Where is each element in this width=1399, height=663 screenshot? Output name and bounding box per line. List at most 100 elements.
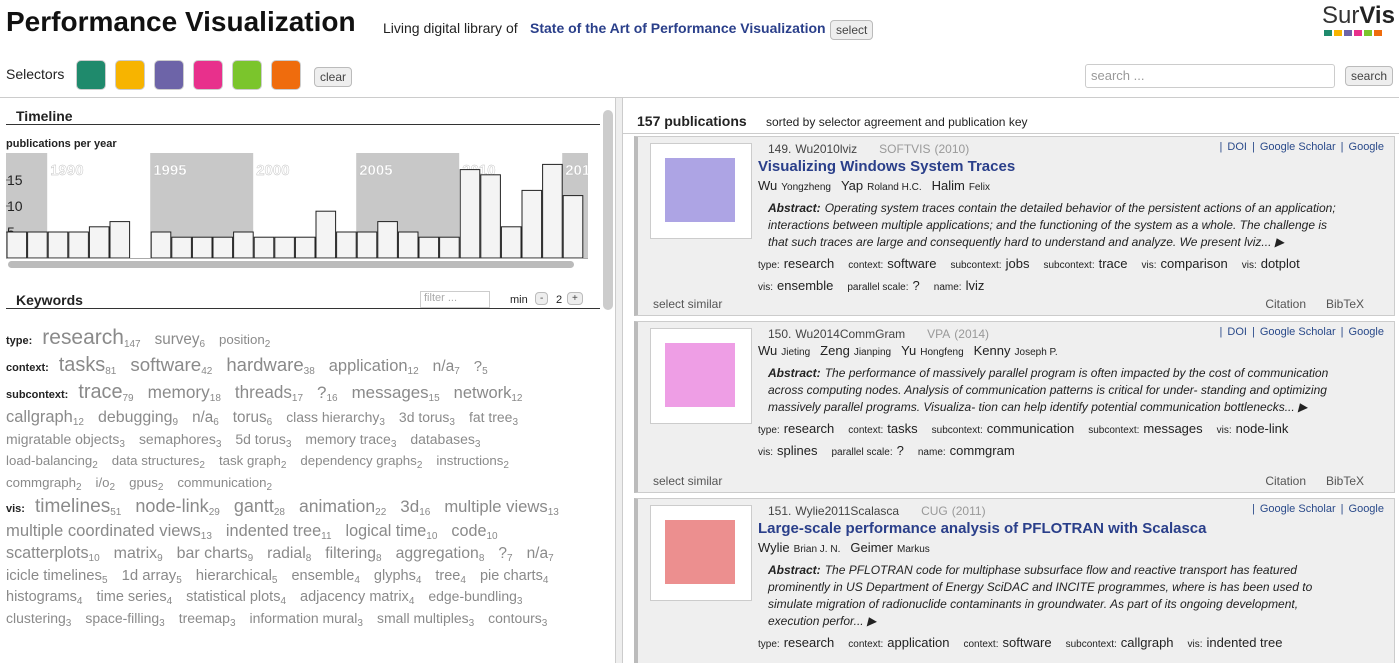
keyword[interactable]: multiple views13 — [444, 496, 559, 520]
keyword[interactable]: ?5 — [474, 357, 488, 379]
keyword[interactable]: edge-bundling3 — [428, 587, 522, 609]
keyword[interactable]: debugging9 — [98, 407, 178, 430]
keyword[interactable]: 3d16 — [400, 496, 430, 520]
keywords-heading[interactable]: Keywords — [6, 292, 600, 309]
selector-swatch[interactable] — [154, 60, 184, 90]
tag[interactable]: name: lviz — [934, 276, 985, 298]
keyword[interactable]: aggregation8 — [396, 543, 485, 566]
keyword[interactable]: space-filling3 — [85, 609, 164, 631]
keyword[interactable]: 5d torus3 — [235, 430, 291, 452]
tag[interactable]: parallel scale:? — [847, 276, 919, 298]
keyword[interactable]: 1d array5 — [122, 566, 182, 588]
keyword[interactable]: threads17 — [235, 381, 303, 406]
selector-swatch[interactable] — [76, 60, 106, 90]
keyword[interactable]: code10 — [451, 521, 497, 544]
keyword[interactable]: information mural3 — [250, 609, 363, 631]
keyword[interactable]: migratable objects3 — [6, 430, 125, 452]
keyword-filter[interactable]: filter ... — [420, 291, 490, 308]
link[interactable]: Google — [1348, 141, 1384, 153]
min-plus[interactable]: + — [567, 292, 583, 305]
keyword[interactable]: hardware38 — [226, 352, 314, 379]
tag[interactable]: type: research — [758, 633, 834, 655]
tag[interactable]: subcontext: jobs — [950, 254, 1029, 276]
keyword[interactable]: tasks81 — [59, 352, 117, 379]
bibtex[interactable]: BibTeX — [1325, 474, 1364, 488]
tag[interactable]: context: tasks — [848, 419, 917, 441]
keyword[interactable]: gantt28 — [234, 494, 285, 520]
keyword[interactable]: network12 — [454, 382, 523, 406]
link[interactable]: Google Scholar — [1259, 326, 1336, 338]
keyword[interactable]: treemap3 — [179, 609, 236, 631]
tag[interactable]: subcontext: messages — [1088, 419, 1202, 441]
keyword[interactable]: survey6 — [155, 330, 205, 352]
keyword[interactable]: research147 — [42, 324, 140, 352]
tag[interactable]: context: application — [848, 633, 949, 655]
link[interactable]: Google — [1348, 326, 1384, 338]
keyword[interactable]: torus6 — [233, 408, 272, 430]
keyword[interactable]: radial8 — [267, 543, 311, 566]
tag[interactable]: vis: ensemble — [758, 276, 833, 298]
keyword[interactable]: position2 — [219, 331, 270, 352]
keyword[interactable]: n/a7 — [527, 544, 554, 566]
keyword[interactable]: load-balancing2 — [6, 452, 98, 473]
tag[interactable]: vis: splines — [758, 441, 817, 463]
keyword[interactable]: 3d torus3 — [399, 408, 455, 430]
keyword[interactable]: dependency graphs2 — [300, 452, 422, 473]
keyword[interactable]: n/a7 — [433, 357, 460, 379]
keyword[interactable]: glyphs4 — [374, 567, 421, 588]
tag[interactable]: subcontext: communication — [932, 419, 1075, 441]
keyword[interactable]: adjacency matrix4 — [300, 588, 414, 609]
keyword[interactable]: software42 — [130, 352, 212, 379]
keyword[interactable]: matrix9 — [114, 543, 163, 566]
select-button[interactable]: select — [830, 20, 874, 40]
search-input[interactable]: search ... — [1085, 64, 1335, 88]
keyword[interactable]: scatterplots10 — [6, 543, 100, 566]
tag[interactable]: vis: indented tree — [1188, 633, 1283, 655]
keyword[interactable]: multiple coordinated views13 — [6, 520, 212, 544]
keyword[interactable]: time series4 — [96, 588, 172, 609]
tag[interactable]: type: research — [758, 419, 834, 441]
search-button[interactable]: search — [1345, 66, 1394, 86]
tag[interactable]: vis: dotplot — [1242, 254, 1300, 276]
link[interactable]: Google Scholar — [1259, 141, 1336, 153]
keyword[interactable]: communication2 — [177, 474, 272, 495]
keyword[interactable]: instructions2 — [436, 452, 509, 473]
tag[interactable]: parallel scale:? — [831, 441, 903, 463]
keyword[interactable]: n/a6 — [192, 408, 219, 430]
citation[interactable]: Citation — [1265, 297, 1306, 311]
tag[interactable]: name: commgram — [918, 441, 1015, 463]
keyword[interactable]: bar charts9 — [177, 543, 254, 566]
tag[interactable]: context: software — [848, 254, 936, 276]
library-name[interactable]: State of the Art of Performance Visualiz… — [530, 20, 826, 36]
keyword[interactable]: node-link29 — [135, 494, 219, 520]
link[interactable]: DOI — [1227, 141, 1247, 153]
tag[interactable]: subcontext: trace — [1043, 254, 1127, 276]
tag[interactable]: vis: comparison — [1142, 254, 1228, 276]
keyword[interactable]: ?16 — [317, 382, 338, 406]
keyword[interactable]: i/o2 — [96, 474, 116, 495]
keyword[interactable]: clustering3 — [6, 609, 71, 631]
link[interactable]: Google Scholar — [1259, 503, 1336, 515]
keyword[interactable]: histograms4 — [6, 588, 82, 609]
link[interactable]: DOI — [1227, 326, 1247, 338]
keyword[interactable]: commgraph2 — [6, 474, 82, 495]
keyword[interactable]: callgraph12 — [6, 406, 84, 430]
keyword[interactable]: timelines51 — [35, 494, 121, 520]
selector-swatch[interactable] — [115, 60, 145, 90]
keyword[interactable]: memory18 — [148, 381, 221, 406]
keyword[interactable]: statistical plots4 — [186, 588, 286, 609]
keyword[interactable]: indented tree11 — [226, 520, 332, 544]
pub-title[interactable]: Large-scale performance analysis of PFLO… — [758, 520, 1207, 537]
clear-button[interactable]: clear — [314, 67, 353, 87]
link[interactable]: Google — [1348, 503, 1384, 515]
tag[interactable]: subcontext: callgraph — [1066, 633, 1174, 655]
select-similar[interactable]: select similar — [653, 474, 723, 488]
tag[interactable]: context: software — [963, 633, 1051, 655]
keyword[interactable]: tree4 — [435, 567, 466, 588]
keyword[interactable]: ?7 — [498, 544, 512, 566]
select-similar[interactable]: select similar — [653, 297, 723, 311]
keyword[interactable]: task graph2 — [219, 452, 286, 473]
keyword[interactable]: ensemble4 — [291, 567, 359, 588]
keyword[interactable]: logical time10 — [346, 521, 438, 544]
selector-swatch[interactable] — [232, 60, 262, 90]
